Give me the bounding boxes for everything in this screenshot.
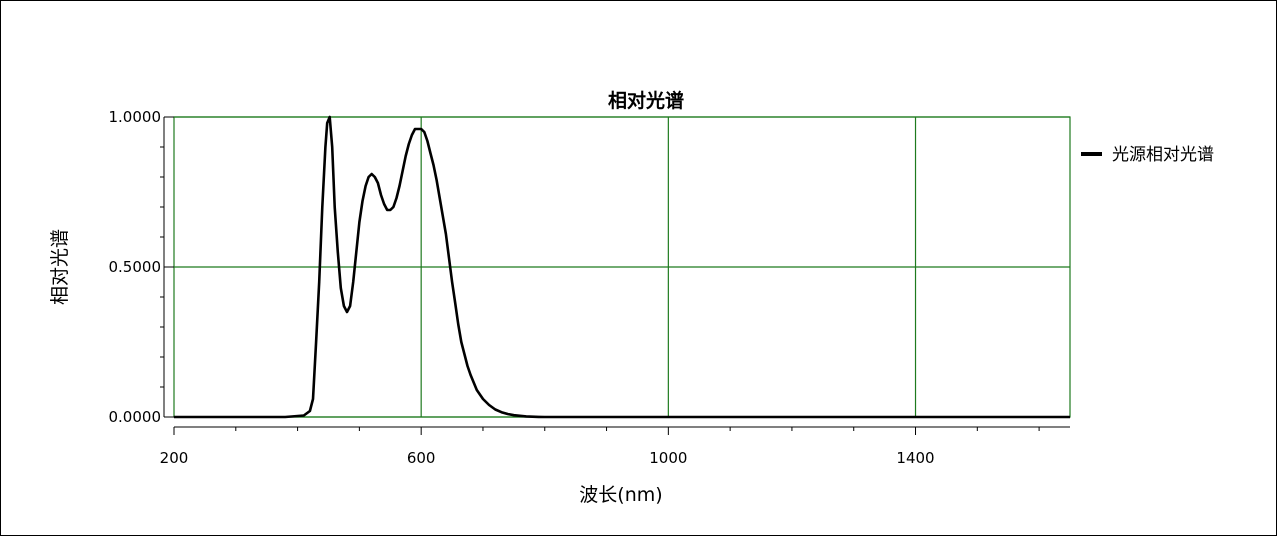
x-tick-label: 600: [407, 449, 436, 467]
legend: 光源相对光谱: [1081, 145, 1214, 165]
x-tick-label: 1400: [896, 449, 934, 467]
x-axis-title: 波长(nm): [579, 484, 662, 506]
chart-title: 相对光谱: [608, 89, 684, 112]
x-tick-label: 1000: [649, 449, 687, 467]
series-line: [174, 115, 1070, 419]
y-axis-title: 相对光谱: [49, 229, 71, 305]
y-tick-label: 0.0000: [109, 408, 162, 426]
x-tick-label: 200: [160, 449, 189, 467]
y-tick-label: 0.5000: [109, 258, 162, 276]
grid: [173, 116, 1071, 418]
series-layer: [174, 115, 1070, 419]
y-tick-label: 1.0000: [109, 108, 162, 126]
axes: 0.0000 0.5000 1.0000 200 600 1000 1400: [109, 108, 1070, 467]
legend-label: 光源相对光谱: [1112, 145, 1214, 165]
